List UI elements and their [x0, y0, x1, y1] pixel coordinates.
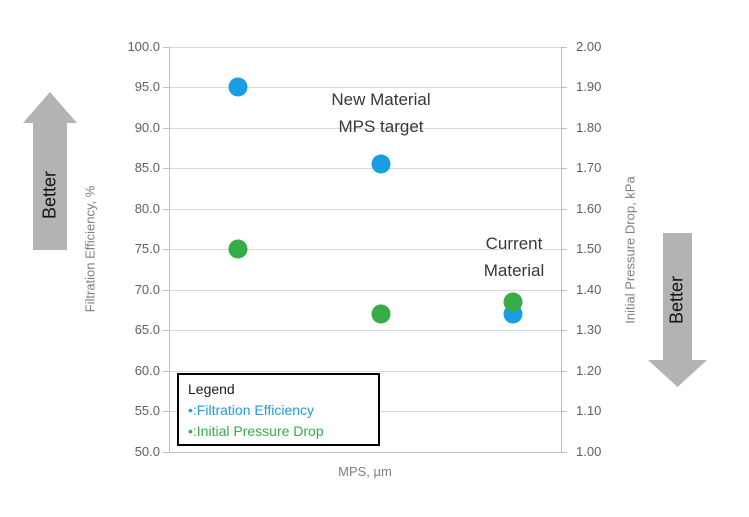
data-point-filtration-efficiency — [371, 154, 391, 174]
y-left-tick-label: 65.0 — [134, 322, 160, 338]
y-left-tickmark — [162, 330, 169, 332]
y-axis-title-right: Initial Pressure Drop, kPa — [622, 176, 638, 324]
annotation-line: Current — [485, 234, 543, 253]
y-right-tick-label: 2.00 — [576, 38, 602, 54]
y-left-tick-label: 90.0 — [134, 119, 160, 135]
y-left-tickmark — [162, 370, 169, 372]
annotation-new-material: New Material MPS target — [331, 86, 430, 140]
gridline — [168, 87, 561, 89]
y-left-tick-label: 70.0 — [134, 281, 160, 297]
legend-title: Legend — [188, 381, 235, 397]
y-right-tick-label: 1.40 — [576, 281, 602, 297]
y-right-tick-label: 1.90 — [576, 79, 602, 95]
y-right-tick-label: 1.70 — [576, 160, 602, 176]
gridline — [168, 249, 561, 251]
y-left-tick-label: 75.0 — [134, 241, 160, 257]
legend-item-initial-pressure-drop: •:Initial Pressure Drop — [188, 421, 369, 442]
y-left-tick-label: 95.0 — [134, 79, 160, 95]
better-down-arrow-icon — [648, 233, 707, 387]
y-left-tickmark — [162, 452, 169, 453]
gridline — [168, 46, 561, 48]
y-left-tickmark — [162, 168, 169, 170]
legend-item-filtration-efficiency: •:Filtration Efficiency — [188, 400, 369, 421]
y-right-tickmark — [561, 127, 567, 129]
gridline — [168, 289, 561, 291]
y-left-tickmark — [162, 289, 169, 291]
annotation-current-material: Current Material — [484, 230, 544, 284]
legend-item-label: :Filtration Efficiency — [192, 402, 315, 418]
gridline — [168, 168, 561, 170]
y-left-tick-label: 85.0 — [134, 160, 160, 176]
y-left-tickmark — [162, 411, 169, 413]
y-right-tickmark — [561, 452, 567, 453]
annotation-line: Material — [483, 261, 545, 280]
y-left-tickmark — [162, 208, 169, 210]
y-left-tick-label: 50.0 — [134, 444, 160, 459]
y-right-tick-label: 1.60 — [576, 200, 602, 216]
x-axis-line — [168, 452, 562, 453]
y-left-tickmark — [162, 87, 169, 89]
legend-box: Legend •:Filtration Efficiency •:Initial… — [177, 373, 380, 446]
data-point-initial-pressure-drop — [503, 292, 523, 312]
y-right-tickmark — [561, 411, 567, 413]
y-right-tick-label: 1.30 — [576, 322, 602, 338]
gridline — [168, 370, 561, 372]
y-right-tick-label: 1.80 — [576, 119, 602, 135]
data-point-filtration-efficiency — [228, 77, 248, 97]
gridline — [168, 127, 561, 129]
y-right-tickmark — [561, 46, 567, 48]
annotation-line: MPS target — [338, 117, 424, 136]
y-right-tickmark — [561, 370, 567, 372]
y-right-tick-label: 1.20 — [576, 362, 602, 378]
gridline — [168, 208, 561, 210]
better-up-arrow-icon — [23, 92, 77, 250]
y-right-tickmark — [561, 168, 567, 170]
y-left-tick-label: 100.0 — [127, 38, 160, 54]
data-point-initial-pressure-drop — [228, 239, 248, 259]
legend-item-label: :Initial Pressure Drop — [192, 423, 324, 439]
y-left-tickmark — [162, 127, 169, 129]
y-left-tickmark — [162, 46, 169, 48]
y-left-tick-label: 80.0 — [134, 200, 160, 216]
legend-bullet-icon: • — [188, 423, 193, 439]
y-axis-left-line — [168, 46, 170, 452]
annotation-line: New Material — [331, 90, 431, 109]
better-label-right: Better — [666, 275, 687, 325]
y-left-tick-label: 60.0 — [134, 362, 160, 378]
legend-bullet-icon: • — [188, 402, 193, 418]
y-right-tickmark — [561, 87, 567, 89]
y-right-tickmark — [561, 289, 567, 291]
gridline — [168, 330, 561, 332]
y-right-tick-label: 1.00 — [576, 444, 602, 459]
y-right-tickmark — [561, 330, 567, 332]
x-axis-title: MPS, µm — [338, 464, 392, 479]
y-right-tick-label: 1.50 — [576, 241, 602, 257]
y-right-tick-label: 1.10 — [576, 403, 602, 419]
y-left-tickmark — [162, 249, 169, 251]
y-axis-right-line — [561, 46, 562, 452]
data-point-initial-pressure-drop — [371, 304, 391, 324]
better-label-left: Better — [39, 170, 60, 220]
y-right-tickmark — [561, 208, 567, 210]
y-left-tick-label: 55.0 — [134, 403, 160, 419]
y-right-tickmark — [561, 249, 567, 251]
